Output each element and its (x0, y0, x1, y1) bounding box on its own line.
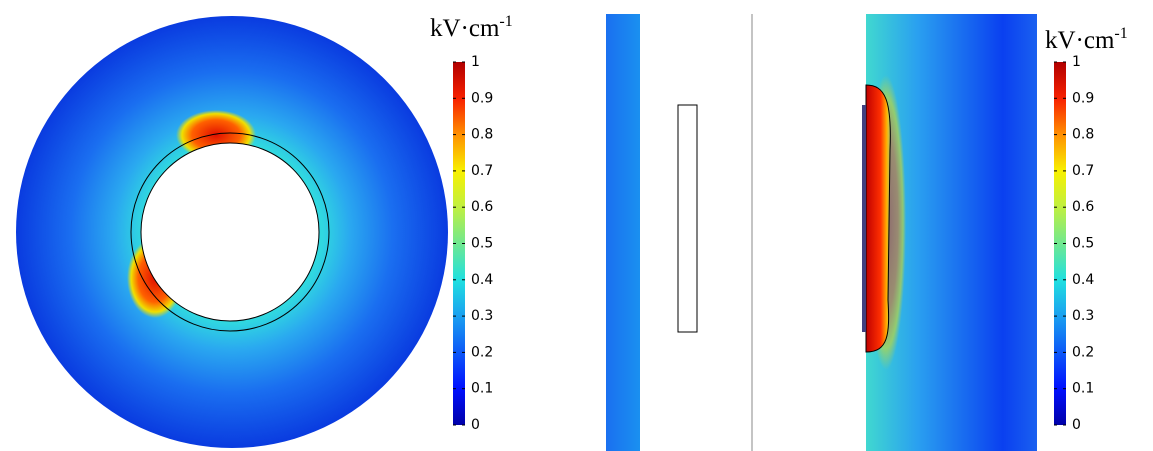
tick-label: 1 (471, 54, 480, 70)
tick-label: 0.7 (471, 163, 493, 179)
tick-label: 0 (1072, 417, 1081, 433)
field-strip (606, 14, 640, 451)
tick-label: 0.6 (471, 199, 493, 215)
unit-text: kV·cm (1045, 27, 1115, 54)
colorbar (1054, 62, 1066, 425)
ring-outer (130, 132, 330, 332)
colorbar-unit: kV·cm-1 (1045, 25, 1128, 54)
tick-label: 0.8 (471, 127, 493, 143)
unit-exponent: -1 (1114, 25, 1127, 42)
tick-label: 1 (1072, 54, 1081, 70)
electrode (677, 104, 698, 333)
tick-label: 0.8 (1072, 127, 1094, 143)
tick-label: 0.9 (471, 90, 493, 106)
tick-label: 0.3 (471, 308, 493, 324)
colorbar-unit: kV·cm-1 (430, 13, 513, 42)
tick-label: 0.6 (1072, 199, 1094, 215)
unit-exponent: -1 (499, 13, 512, 30)
ring-inner (140, 142, 320, 322)
tick-label: 0.7 (1072, 163, 1094, 179)
tick-label: 0.4 (1072, 272, 1094, 288)
tick-label: 0.2 (471, 344, 493, 360)
colorbar (453, 62, 465, 425)
tick-label: 0.1 (1072, 381, 1094, 397)
unit-text: kV·cm (430, 15, 500, 42)
tick-label: 0.4 (471, 272, 493, 288)
tick-label: 0.9 (1072, 90, 1094, 106)
tick-label: 0.1 (471, 381, 493, 397)
tick-label: 0.3 (1072, 308, 1094, 324)
tick-label: 0 (471, 417, 480, 433)
tick-label: 0.5 (1072, 236, 1094, 252)
tick-label: 0.2 (1072, 344, 1094, 360)
electrode (862, 105, 866, 332)
hot-band (865, 84, 891, 353)
tick-label: 0.5 (471, 236, 493, 252)
